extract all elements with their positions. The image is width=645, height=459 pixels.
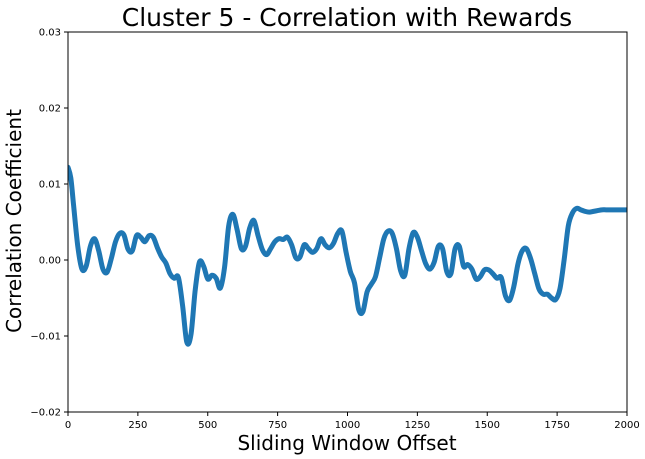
plot-frame — [67, 31, 628, 413]
x-tick-label: 1750 — [544, 420, 569, 431]
x-tick-label: 2000 — [614, 420, 639, 431]
y-tick-label: 0.03 — [39, 28, 61, 39]
x-tick-label: 250 — [128, 420, 147, 431]
x-tick-label: 1000 — [335, 420, 360, 431]
x-tick-label: 1250 — [405, 420, 430, 431]
x-tick-label: 500 — [198, 420, 217, 431]
y-tick-label: −0.02 — [30, 408, 61, 419]
plot-area: 0 250 500 750 1000 1250 1500 1750 2000 −0.02 −0.01… — [30, 28, 639, 432]
y-axis-label: Correlation Coefficient — [2, 109, 26, 333]
series-line-0 — [68, 164, 627, 347]
chart-title: Cluster 5 - Correlation with Rewards — [122, 3, 572, 32]
y-tick-label: 0.01 — [39, 180, 61, 191]
y-tick-label: 0.00 — [39, 256, 61, 267]
y-tick-label: −0.01 — [30, 332, 61, 343]
x-tick-label: 1500 — [475, 420, 500, 431]
x-axis-label: Sliding Window Offset — [237, 431, 456, 455]
y-tick-label: 0.02 — [39, 104, 61, 115]
x-tick-label: 750 — [268, 420, 287, 431]
x-tick-label: 0 — [65, 420, 71, 431]
